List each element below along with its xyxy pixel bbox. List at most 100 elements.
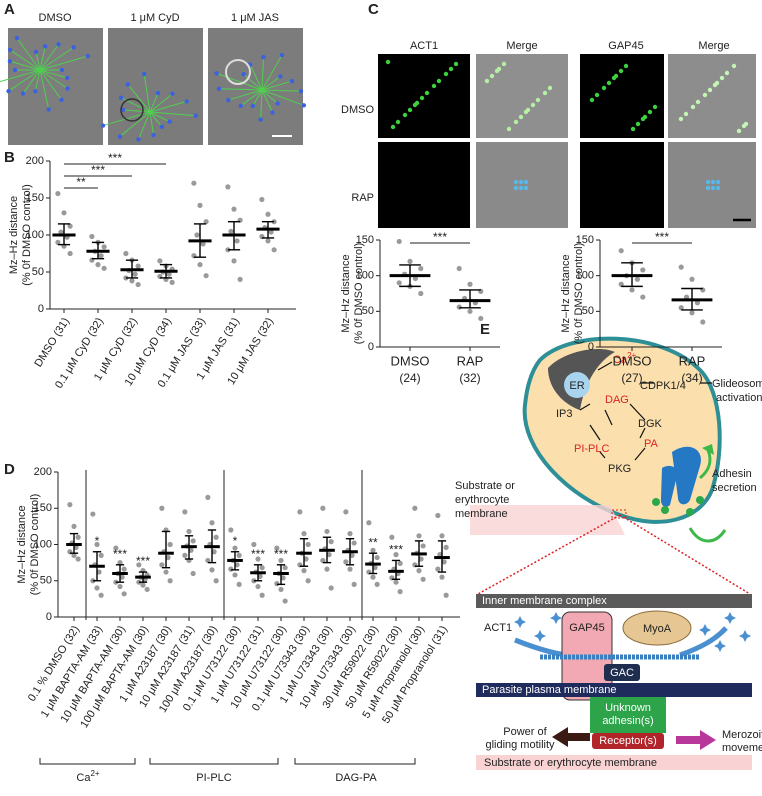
speck — [630, 126, 636, 132]
speck — [530, 102, 536, 108]
data-point — [101, 265, 107, 271]
data-point — [136, 562, 142, 568]
data-point — [121, 591, 127, 597]
data-point — [135, 281, 141, 288]
data-point — [237, 276, 243, 282]
data-point — [58, 229, 64, 235]
label: ER — [569, 380, 584, 392]
y-axis-label: Mz–Hz distance — [560, 254, 572, 332]
data-point — [167, 541, 173, 548]
speck — [652, 104, 658, 110]
trajectory — [149, 92, 159, 113]
data-point — [182, 552, 188, 558]
data-point — [89, 233, 95, 240]
data-point — [689, 276, 695, 282]
y-axis-label: (% 0f DMSO control) — [29, 494, 41, 595]
data-point — [98, 552, 104, 558]
speck — [489, 73, 495, 79]
data-point — [407, 258, 413, 264]
label: movement — [722, 742, 762, 754]
arrow — [688, 527, 727, 543]
y-tick-label: 100 — [26, 229, 44, 241]
label: secretion — [712, 482, 757, 494]
column-label: Merge — [506, 40, 537, 52]
merozoite-dot — [7, 47, 13, 53]
image-label: DMSO — [39, 12, 72, 24]
speck — [618, 68, 624, 74]
speck — [542, 90, 548, 96]
data-point — [203, 219, 209, 225]
data-point — [456, 265, 462, 272]
micrograph — [378, 142, 470, 228]
data-point — [73, 544, 79, 551]
data-point — [117, 583, 123, 590]
label: Unknown — [605, 702, 651, 714]
y-tick-label: 0 — [46, 611, 52, 623]
data-point — [374, 581, 380, 587]
trajectory — [39, 44, 59, 71]
comparison-label: *** — [655, 230, 669, 244]
y-tick-label: 200 — [26, 155, 44, 167]
rhoptry — [660, 465, 678, 508]
trajectory — [240, 89, 263, 107]
data-point — [456, 304, 462, 310]
y-axis-label: (% 0f DMSO control) — [21, 184, 33, 285]
data-point — [166, 271, 172, 277]
trajectory — [261, 54, 283, 91]
data-point — [213, 578, 219, 584]
label: membrane — [455, 508, 508, 520]
merozoite-dot — [59, 97, 64, 102]
merozoite-dot — [118, 95, 124, 100]
speck — [448, 66, 454, 72]
data-point — [203, 273, 209, 279]
merozoite-dot — [20, 91, 26, 96]
speck — [678, 116, 684, 122]
data-point — [188, 547, 194, 553]
y-tick-label: 150 — [576, 234, 594, 246]
data-point — [478, 315, 484, 322]
speck — [724, 70, 730, 76]
speck — [601, 85, 607, 91]
y-tick-label: 100 — [34, 538, 52, 550]
merozoite-dot — [275, 101, 280, 106]
speck — [431, 83, 437, 89]
arrow — [552, 727, 590, 747]
speck — [506, 126, 512, 132]
label: Ca2+ — [613, 351, 637, 366]
trajectory — [261, 75, 281, 91]
x-tick-count: (34) — [681, 371, 702, 385]
speck — [547, 85, 553, 91]
micrograph — [580, 54, 664, 138]
row-label: DMSO — [341, 104, 374, 116]
arrow — [676, 730, 716, 750]
speck — [518, 179, 524, 185]
micrograph — [108, 28, 203, 145]
speck — [710, 179, 716, 185]
speck — [484, 78, 490, 84]
trajectory — [35, 51, 41, 71]
bracket — [294, 758, 416, 765]
imc-bar — [476, 594, 752, 608]
data-point — [251, 541, 257, 548]
comparison-label: *** — [108, 151, 122, 165]
row-label: RAP — [351, 192, 374, 204]
trajectory — [143, 73, 151, 113]
significance: * — [95, 534, 100, 548]
bracket — [149, 758, 279, 765]
group-label: DAG-PA — [335, 772, 377, 784]
data-point — [420, 576, 426, 582]
data-point — [678, 305, 684, 311]
label: CDPK1/4 — [640, 380, 686, 392]
data-point — [374, 554, 380, 561]
trajectory — [219, 88, 263, 91]
data-point — [393, 579, 399, 585]
speck — [453, 61, 459, 67]
speck — [702, 92, 708, 98]
y-axis-label: (% 0f DMSO control) — [573, 243, 585, 344]
data-point — [232, 545, 238, 551]
label: gliding motility — [485, 739, 555, 751]
data-point — [370, 547, 376, 553]
data-point — [228, 228, 234, 234]
data-point — [301, 568, 307, 574]
speck — [518, 185, 524, 191]
